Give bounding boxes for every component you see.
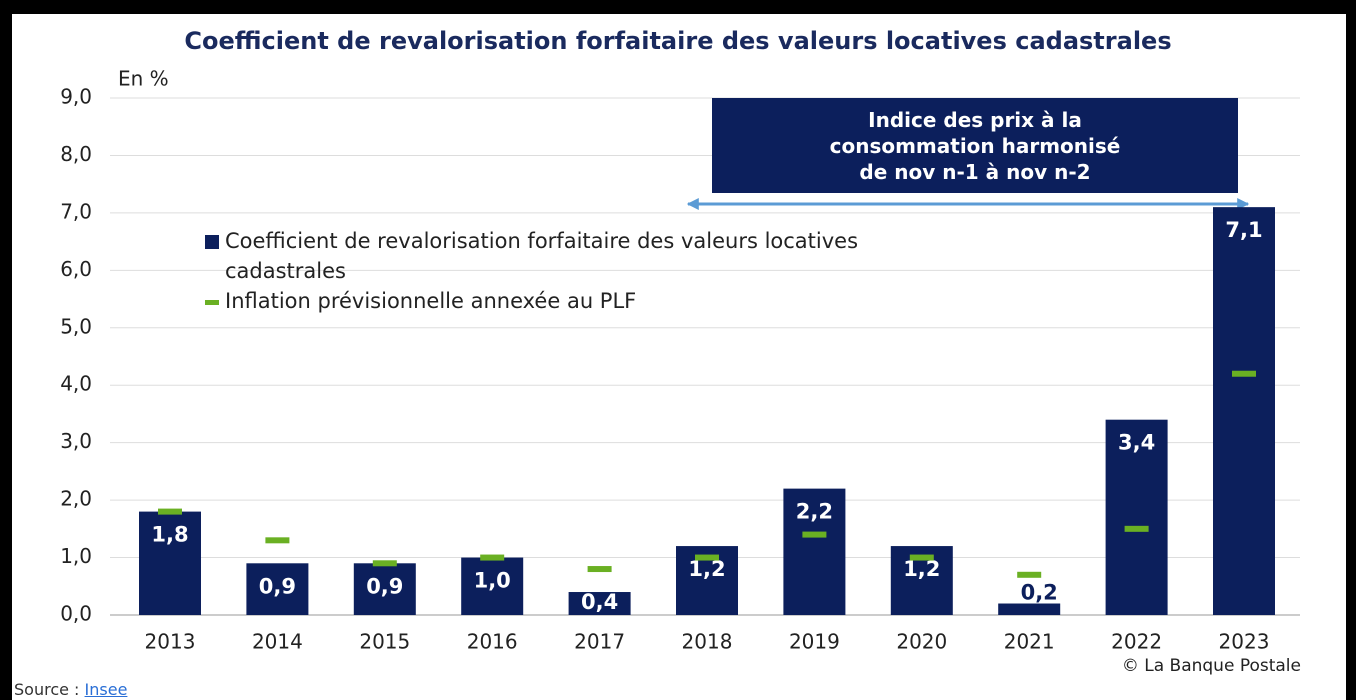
- bar: [139, 511, 201, 615]
- value-label: 3,4: [1118, 431, 1155, 455]
- value-label: 0,2: [1021, 581, 1058, 605]
- bar: [998, 603, 1061, 615]
- annotation-line: consommation harmonisé: [829, 133, 1121, 158]
- annotation-line: Indice des prix à la: [868, 107, 1082, 132]
- inflation-marker: [1017, 571, 1042, 578]
- inflation-marker: [372, 560, 397, 567]
- x-tick-label: 2021: [1004, 630, 1055, 654]
- value-label: 0,4: [581, 590, 618, 614]
- source: Source : Insee: [14, 680, 127, 699]
- y-tick-label: 6,0: [60, 257, 92, 281]
- inflation-marker: [909, 554, 934, 561]
- y-tick-label: 0,0: [60, 602, 92, 626]
- y-tick-label: 1,0: [60, 544, 92, 568]
- legend-swatch: [205, 235, 219, 249]
- inflation-marker: [265, 537, 290, 544]
- legend: Coefficient de revalorisation forfaitair…: [205, 226, 965, 316]
- chart-title: Coefficient de revalorisation forfaitair…: [184, 27, 1171, 55]
- legend-label: Inflation prévisionnelle annexée au PLF: [225, 289, 637, 313]
- x-tick-label: 2013: [145, 630, 196, 654]
- y-tick-label: 2,0: [60, 487, 92, 511]
- bar: [461, 557, 524, 615]
- x-tick-label: 2020: [896, 630, 947, 654]
- inflation-marker: [158, 508, 182, 515]
- value-label: 2,2: [796, 500, 833, 524]
- credit: © La Banque Postale: [1121, 656, 1301, 676]
- value-label: 1,8: [151, 523, 188, 547]
- value-label: 0,9: [366, 574, 403, 598]
- inflation-marker: [480, 554, 505, 561]
- bar: [1213, 207, 1275, 615]
- bar: [353, 563, 416, 615]
- inflation-marker: [802, 531, 827, 538]
- inflation-marker: [587, 566, 612, 573]
- value-label: 1,2: [688, 557, 725, 581]
- annotation-box: Indice des prix à la consommation harmoni…: [712, 98, 1238, 193]
- x-tick-label: 2018: [682, 630, 733, 654]
- y-tick-label: 4,0: [60, 372, 92, 396]
- source-link[interactable]: Insee: [84, 680, 128, 699]
- value-label: 0,9: [259, 574, 296, 598]
- y-tick-label: 5,0: [60, 314, 92, 338]
- inflation-marker: [1232, 370, 1256, 377]
- bar: [1105, 419, 1168, 615]
- x-tick-label: 2022: [1111, 630, 1162, 654]
- source-label: Source :: [14, 680, 80, 699]
- y-tick-label: 9,0: [60, 85, 92, 109]
- bar: [568, 592, 631, 615]
- plot: 0,0 1,0 2,0 3,0 4,0 5,0 6,0 7,0 8,0 9,0 2013 2014 20…: [60, 85, 1300, 654]
- x-tick-label: 2017: [574, 630, 625, 654]
- x-tick-label: 2016: [467, 630, 518, 654]
- x-tick-label: 2015: [359, 630, 410, 654]
- annotation-line: de nov n-1 à nov n-2: [859, 159, 1091, 184]
- legend-label: Coefficient de revalorisation forfaitair…: [225, 229, 859, 283]
- y-tick-label: 8,0: [60, 142, 92, 166]
- bar: [783, 488, 846, 615]
- x-tick-label: 2014: [252, 630, 303, 654]
- x-tick-label: 2019: [789, 630, 840, 654]
- legend-item: Inflation prévisionnelle annexée au PLF: [205, 286, 965, 316]
- y-tick-label: 3,0: [60, 429, 92, 453]
- y-tick-label: 7,0: [60, 199, 92, 223]
- bar: [246, 563, 309, 615]
- value-label: 1,2: [903, 557, 940, 581]
- legend-swatch: [205, 300, 219, 305]
- value-label: 1,0: [474, 569, 511, 593]
- legend-item: Coefficient de revalorisation forfaitair…: [205, 226, 965, 286]
- inflation-marker: [1124, 525, 1149, 532]
- inflation-marker: [695, 554, 719, 561]
- y-axis-label: En %: [118, 67, 169, 91]
- value-label: 7,1: [1225, 218, 1262, 242]
- x-tick-label: 2023: [1219, 630, 1270, 654]
